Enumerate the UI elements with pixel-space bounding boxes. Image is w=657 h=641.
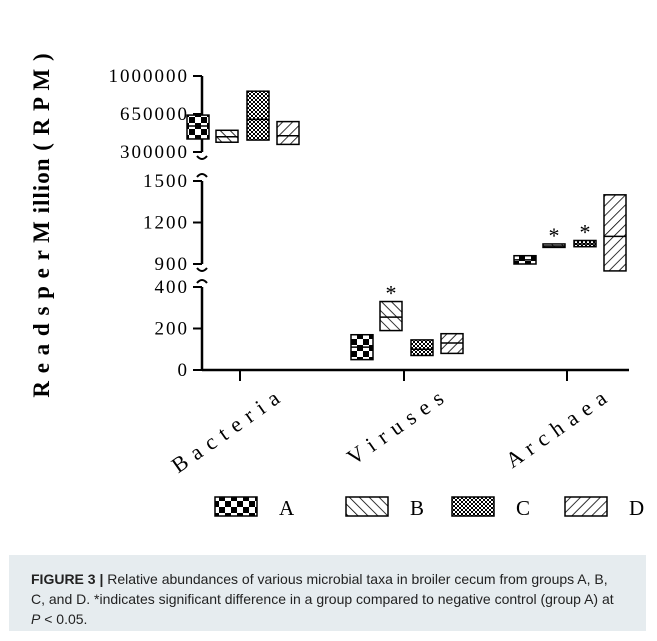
- significance-asterisk: *: [580, 219, 591, 244]
- y-tick-label: 400: [155, 277, 190, 298]
- box-C-bacteria: [246, 90, 270, 141]
- box-A-bacteria: [186, 114, 210, 140]
- y-tick-label: 300000: [120, 142, 189, 163]
- box-B-viruses: [379, 300, 403, 332]
- y-tick-label: 650000: [120, 104, 189, 125]
- figure-panel: 400 200 0 1500 1200 900 1000000 650000 300000 R e…: [9, 9, 646, 631]
- axis-labels: 400 200 0 1500 1200 900 1000000 650000 300000 R e…: [29, 52, 612, 477]
- x-tick-label: A r c h a e a: [501, 385, 612, 473]
- y-tick-label: 1200: [143, 213, 189, 234]
- data-boxes: [186, 90, 627, 361]
- axis-break-mark: [196, 279, 208, 284]
- box-C-viruses: [410, 339, 434, 357]
- y-tick-label: 0: [178, 360, 190, 381]
- caption-text-part2: < 0.05.: [40, 611, 88, 627]
- legend-label-C: C: [516, 496, 530, 520]
- legend-swatch-D: [564, 496, 608, 517]
- axis-break-mark: [196, 155, 208, 160]
- y-tick-label: 1000000: [109, 66, 190, 87]
- legend-label-A: A: [279, 496, 295, 520]
- significance-asterisk: *: [549, 223, 560, 248]
- legend: A B C D: [214, 496, 644, 520]
- box-D-bacteria: [276, 120, 300, 146]
- figure-caption: FIGURE 3 | Relative abundances of variou…: [9, 555, 646, 631]
- axes: [193, 75, 629, 381]
- box-D-archaea: [603, 194, 627, 272]
- caption-p-symbol: P: [31, 611, 41, 627]
- x-tick-label: V i r u s e s: [342, 385, 449, 470]
- x-tick-label: B a c t e r i a: [167, 385, 285, 478]
- y-axis-title: R e a d s p e r M illion ( R P M ): [29, 52, 54, 397]
- caption-text-part1: Relative abundances of various microbial…: [31, 571, 614, 607]
- legend-swatch-A: [214, 496, 258, 517]
- axis-break-mark: [196, 173, 208, 178]
- significance-asterisk: *: [386, 281, 397, 306]
- axis-break-mark: [196, 267, 208, 272]
- y-tick-label: 200: [155, 319, 190, 340]
- caption-label: FIGURE 3 |: [31, 571, 104, 587]
- y-tick-label: 1500: [143, 171, 189, 192]
- chart: 400 200 0 1500 1200 900 1000000 650000 300000 R e…: [29, 52, 644, 520]
- legend-swatch-C: [451, 496, 495, 517]
- legend-label-D: D: [629, 496, 644, 520]
- y-tick-label: 900: [155, 254, 190, 275]
- legend-label-B: B: [410, 496, 424, 520]
- legend-swatch-B: [345, 496, 389, 517]
